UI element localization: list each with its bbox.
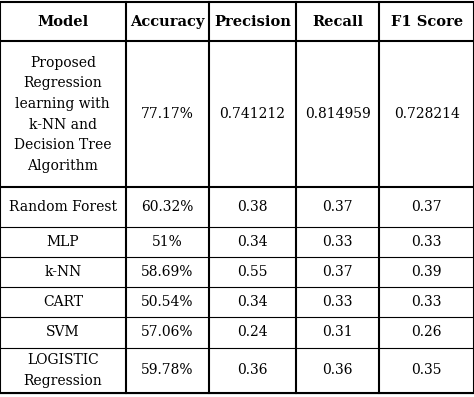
Text: k-NN: k-NN	[44, 265, 82, 279]
Text: 0.814959: 0.814959	[305, 107, 371, 121]
Text: 0.39: 0.39	[411, 265, 442, 279]
Text: F1 Score: F1 Score	[391, 15, 463, 29]
Text: 0.24: 0.24	[237, 326, 268, 339]
Text: 0.728214: 0.728214	[394, 107, 459, 121]
Text: 0.37: 0.37	[411, 200, 442, 214]
Text: 58.69%: 58.69%	[141, 265, 193, 279]
Text: 0.741212: 0.741212	[219, 107, 285, 121]
Text: 0.36: 0.36	[322, 363, 353, 377]
Text: 50.54%: 50.54%	[141, 295, 193, 309]
Text: 51%: 51%	[152, 235, 182, 249]
Text: 60.32%: 60.32%	[141, 200, 193, 214]
Text: 0.34: 0.34	[237, 235, 268, 249]
Text: Accuracy: Accuracy	[130, 15, 204, 29]
Text: MLP: MLP	[46, 235, 79, 249]
Text: 0.55: 0.55	[237, 265, 268, 279]
Text: 0.33: 0.33	[411, 295, 442, 309]
Text: 0.26: 0.26	[411, 326, 442, 339]
Text: 0.37: 0.37	[322, 200, 353, 214]
Text: CART: CART	[43, 295, 83, 309]
Text: 0.36: 0.36	[237, 363, 268, 377]
Text: Precision: Precision	[214, 15, 291, 29]
Text: SVM: SVM	[46, 326, 80, 339]
Text: 59.78%: 59.78%	[141, 363, 193, 377]
Text: 57.06%: 57.06%	[141, 326, 193, 339]
Text: 0.38: 0.38	[237, 200, 268, 214]
Text: Recall: Recall	[312, 15, 363, 29]
Text: 0.33: 0.33	[411, 235, 442, 249]
Text: Random Forest: Random Forest	[9, 200, 117, 214]
Text: Model: Model	[37, 15, 89, 29]
Text: 77.17%: 77.17%	[141, 107, 193, 121]
Text: 0.37: 0.37	[322, 265, 353, 279]
Text: 0.35: 0.35	[411, 363, 442, 377]
Text: 0.33: 0.33	[322, 235, 353, 249]
Text: 0.34: 0.34	[237, 295, 268, 309]
Text: Proposed
Regression
learning with
k-NN and
Decision Tree
Algorithm: Proposed Regression learning with k-NN a…	[14, 56, 111, 173]
Text: 0.33: 0.33	[322, 295, 353, 309]
Text: LOGISTIC
Regression: LOGISTIC Regression	[23, 353, 102, 387]
Text: 0.31: 0.31	[322, 326, 353, 339]
